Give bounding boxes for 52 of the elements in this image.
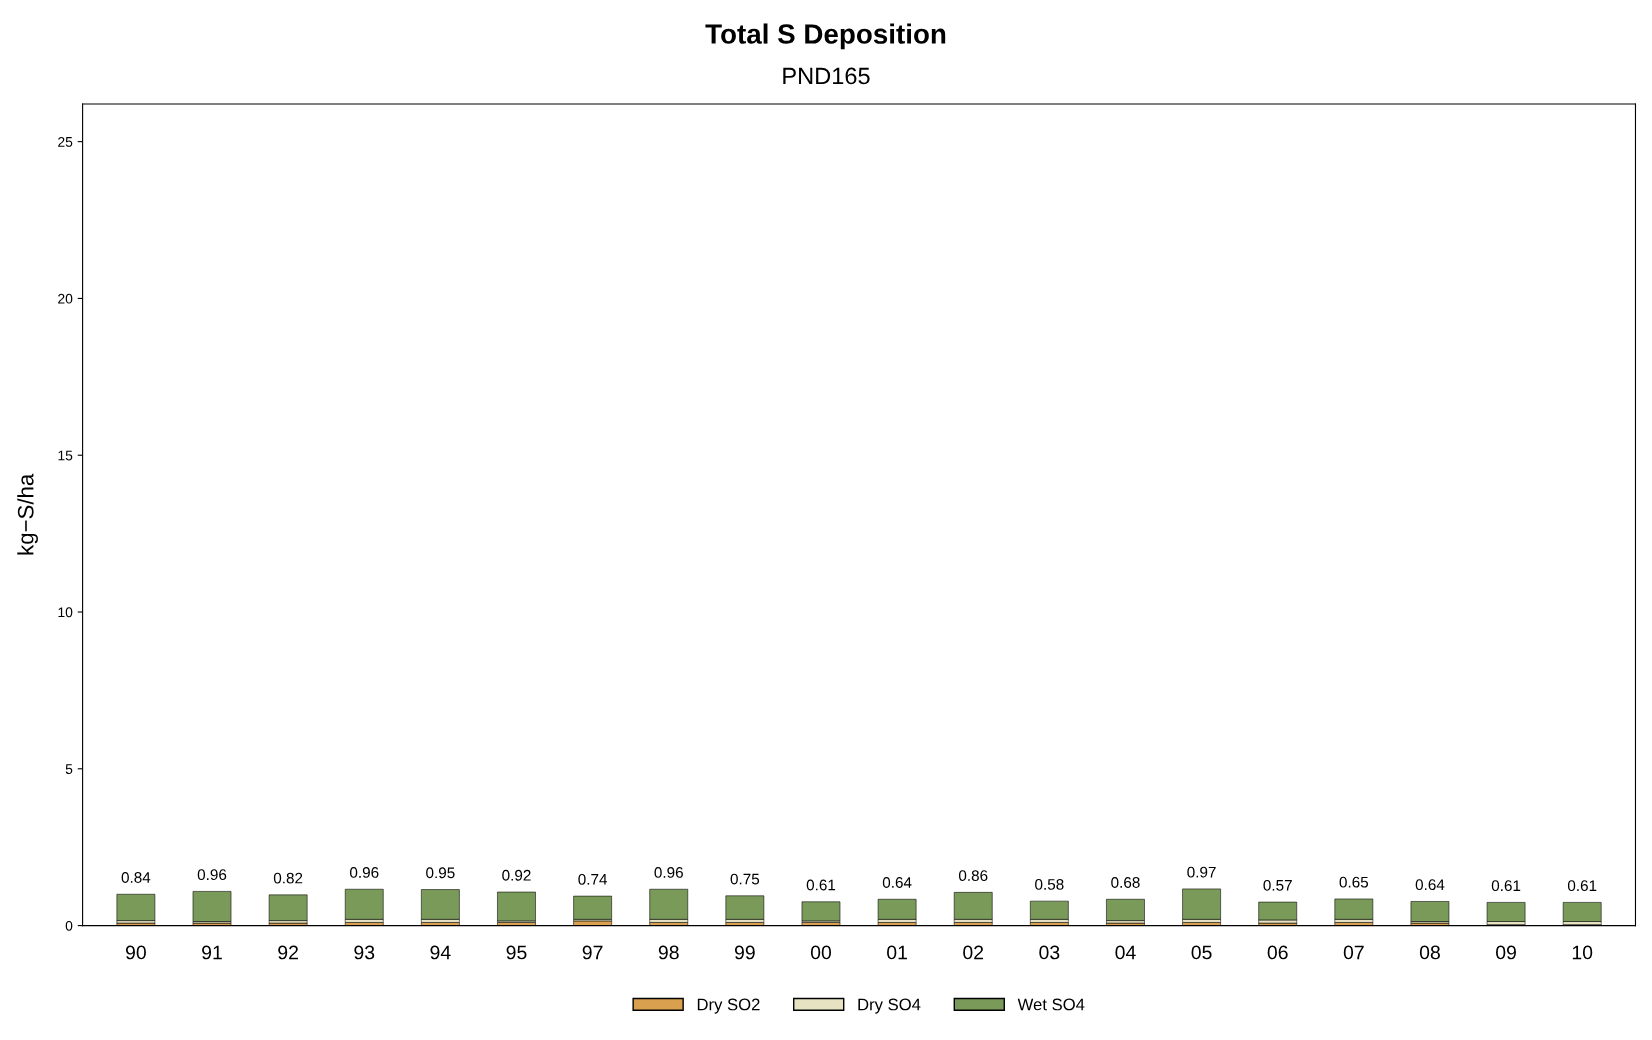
data-label: 0.97 (1187, 866, 1216, 878)
data-label: 0.65 (1339, 876, 1369, 888)
x-tick-label: 93 (354, 945, 375, 960)
x-tick-label: 94 (430, 945, 451, 960)
y-tick-label: 10 (58, 607, 73, 618)
legend-label: Dry SO2 (697, 998, 760, 1014)
y-tick-label: 5 (65, 764, 73, 774)
x-tick-label: 97 (582, 945, 603, 960)
x-tick-label: 99 (734, 945, 755, 960)
data-label: 0.61 (1567, 880, 1597, 892)
x-tick-label: 04 (1115, 945, 1136, 960)
chart-title: Total S Deposition (705, 23, 946, 50)
x-tick-label: 08 (1419, 945, 1440, 960)
x-tick-label: 95 (506, 945, 527, 960)
x-tick-label: 98 (658, 945, 679, 960)
x-tick-label: 01 (887, 945, 907, 960)
data-label: 0.61 (1491, 880, 1521, 892)
x-tick-label: 07 (1343, 945, 1364, 960)
data-label: 0.84 (121, 872, 151, 883)
legend-label: Wet SO4 (1017, 998, 1085, 1011)
data-label: 0.96 (654, 867, 683, 878)
data-label: 0.92 (502, 869, 531, 881)
data-label: 0.75 (730, 873, 760, 885)
x-tick-label: 03 (1039, 945, 1060, 960)
x-tick-label: 92 (278, 945, 298, 960)
x-tick-label: 91 (202, 945, 222, 960)
x-tick-label: 00 (810, 945, 832, 960)
data-label: 0.95 (426, 867, 455, 879)
data-label: 0.74 (578, 873, 608, 885)
y-axis-title: kg−S/ha (17, 473, 38, 555)
data-label: 0.64 (882, 877, 912, 888)
data-label: 0.86 (958, 870, 988, 882)
data-label: 0.64 (1415, 879, 1445, 891)
data-label: 0.57 (1263, 879, 1292, 891)
data-label: 0.68 (1111, 877, 1140, 888)
x-tick-label: 10 (1572, 945, 1593, 960)
x-tick-label: 90 (125, 945, 146, 960)
y-tick-label: 20 (58, 293, 73, 304)
chart-subtitle: PND165 (783, 67, 870, 85)
y-tick-label: 15 (58, 450, 73, 461)
x-tick-label: 09 (1496, 945, 1516, 960)
data-label: 0.58 (1035, 878, 1064, 890)
data-label: 0.82 (273, 872, 303, 884)
legend-label: Dry SO4 (858, 998, 921, 1014)
data-label: 0.96 (349, 867, 379, 878)
y-tick-label: 25 (58, 136, 73, 147)
x-tick-label: 05 (1191, 945, 1212, 960)
data-label: 0.61 (806, 879, 836, 891)
y-tick-label: 0 (65, 920, 73, 931)
x-tick-label: 02 (963, 945, 984, 960)
x-tick-label: 06 (1267, 945, 1288, 960)
data-label: 0.96 (197, 869, 227, 881)
